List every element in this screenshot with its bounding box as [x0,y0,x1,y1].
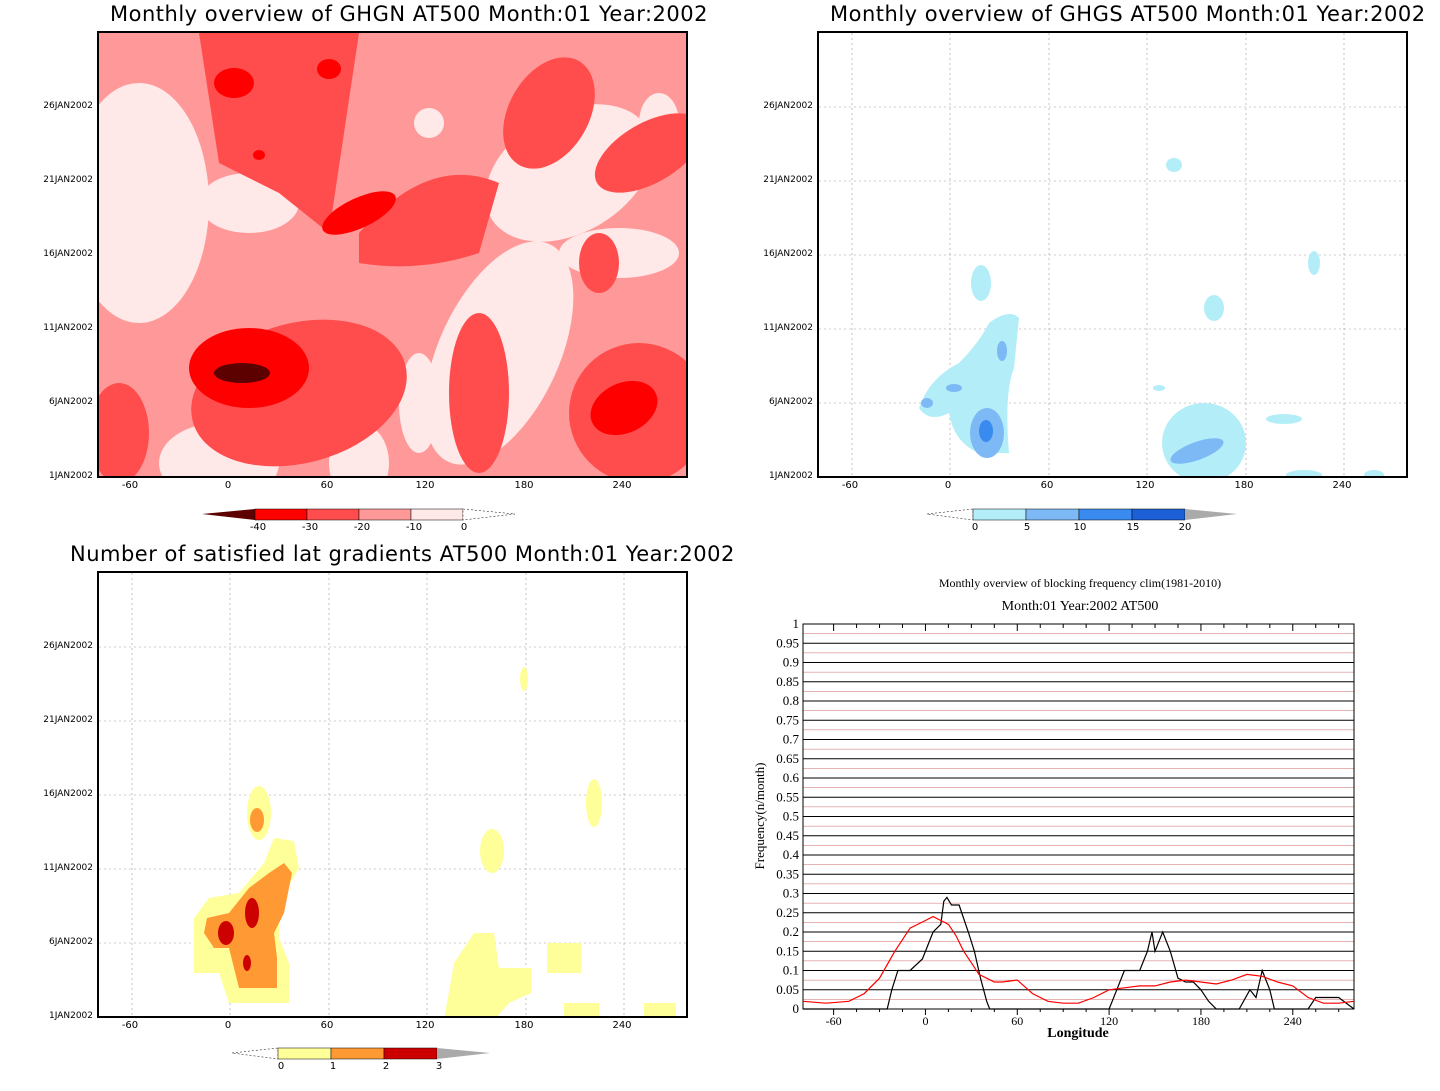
x-tick-label: 240 [1284,1014,1302,1028]
ghgn-colorbar-label: 0 [460,522,468,533]
ghgs-colorbar-label: 10 [1073,522,1087,533]
lat-xtick: 120 [415,1020,435,1031]
lat-ytick: 26JAN2002 [43,641,93,651]
lat-xtick: 240 [612,1020,632,1031]
lat-ytick: 16JAN2002 [43,789,93,799]
ghgn-ytick: 26JAN2002 [43,101,93,111]
ghgn-plot-area [97,31,688,478]
y-tick-label: 0.9 [783,655,799,670]
ghgn-xtick: 0 [224,480,232,491]
series-line-0 [803,896,1355,1010]
lat-xtick: 180 [514,1020,534,1031]
ghgn-colorbar-label: -30 [301,522,319,533]
ghgn-ytick: 16JAN2002 [43,249,93,259]
ghgs-colorbar-label: 5 [1023,522,1031,533]
ghgs-colorbar: 0 5 10 15 20 [925,507,1245,537]
y-tick-label: 0.55 [776,789,799,804]
lat-ytick: 6JAN2002 [48,937,93,947]
ghgs-ytick: 1JAN2002 [768,471,813,481]
ghgs-xtick: 0 [944,480,952,491]
lat-ytick: 1JAN2002 [48,1011,93,1021]
y-tick-label: 0.75 [776,712,799,727]
lat-ytick: 11JAN2002 [43,863,93,873]
lat-colorbar: 0 1 2 3 [230,1046,500,1076]
x-tick-label: 180 [1192,1014,1210,1028]
lat-colorbar-label: 2 [382,1061,390,1072]
ghgs-xtick: 120 [1135,480,1155,491]
ghgn-ytick: 21JAN2002 [43,175,93,185]
y-tick-label: 0.25 [776,905,799,920]
y-tick-label: 1 [793,616,800,631]
ghgs-ytick: 11JAN2002 [763,323,813,333]
y-tick-label: 0.45 [776,828,799,843]
ghgs-plot-area [817,31,1408,478]
ghgs-ytick: 26JAN2002 [763,101,813,111]
chart-xlabel: Longitude [1047,1026,1109,1041]
lat-plot-area [97,571,688,1018]
ghgs-ytick: 16JAN2002 [763,249,813,259]
lat-xtick: -60 [121,1020,139,1031]
ghgn-title: Monthly overview of GHGN AT500 Month:01 … [110,2,708,26]
y-tick-label: 0.85 [776,674,799,689]
y-tick-label: 0 [793,1001,800,1016]
ghgn-ytick: 6JAN2002 [48,397,93,407]
y-tick-label: 0.35 [776,866,799,881]
lat-colorbar-label: 0 [277,1061,285,1072]
y-tick-label: 0.3 [783,886,799,901]
lat-xtick: 60 [320,1020,334,1031]
y-tick-label: 0.4 [783,847,800,862]
x-tick-label: -60 [826,1014,842,1028]
y-tick-label: 0.6 [783,770,800,785]
lat-title: Number of satisfied lat gradients AT500 … [70,542,735,566]
y-tick-label: 0.2 [783,924,799,939]
ghgn-ytick: 11JAN2002 [43,323,93,333]
y-tick-label: 0.8 [783,693,799,708]
ghgs-colorbar-label: 20 [1178,522,1192,533]
y-tick-label: 0.5 [783,809,799,824]
chart-title: Monthly overview of blocking frequency c… [938,576,1222,590]
y-tick-label: 0.65 [776,751,799,766]
ghgn-xtick: 60 [320,480,334,491]
ghgn-colorbar: -40 -30 -20 -10 0 [200,507,520,537]
y-tick-label: 0.15 [776,943,799,958]
ghgs-xtick: -60 [841,480,859,491]
ghgn-colorbar-label: -40 [249,522,267,533]
series-line-1 [802,915,1355,1004]
ghgn-ytick: 1JAN2002 [48,471,93,481]
ghgn-xtick: -60 [121,480,139,491]
ghgs-title: Monthly overview of GHGS AT500 Month:01 … [830,2,1426,26]
plot-frame [802,623,1355,1010]
ghgs-colorbar-label: 15 [1126,522,1140,533]
ghgn-xtick: 240 [612,480,632,491]
y-tick-label: 0.1 [783,963,799,978]
y-tick-label: 0.95 [776,635,799,650]
ghgn-colorbar-label: -20 [353,522,371,533]
ghgn-colorbar-label: -10 [405,522,423,533]
ghgs-colorbar-label: 0 [971,522,979,533]
lat-colorbar-label: 1 [329,1061,337,1072]
chart-subtitle: Month:01 Year:2002 AT500 [1001,599,1159,614]
ghgs-ytick: 21JAN2002 [763,175,813,185]
ghgs-xtick: 240 [1332,480,1352,491]
ghgs-ytick: 6JAN2002 [768,397,813,407]
ghgs-xtick: 60 [1040,480,1054,491]
ghgs-contours [819,33,1406,476]
lat-colorbar-label: 3 [435,1061,443,1072]
x-tick-label: 0 [922,1014,928,1028]
y-tick-label: 0.7 [783,732,800,747]
x-tick-label: 60 [1011,1014,1023,1028]
lat-ytick: 21JAN2002 [43,715,93,725]
ghgn-contours [99,33,686,476]
ghgn-xtick: 180 [514,480,534,491]
y-tick-label: 0.05 [776,982,799,997]
lat-contours [99,573,686,1016]
chart-ylabel: Frequency(n/month) [752,762,767,870]
ghgn-xtick: 120 [415,480,435,491]
lat-xtick: 0 [224,1020,232,1031]
ghgs-xtick: 180 [1234,480,1254,491]
